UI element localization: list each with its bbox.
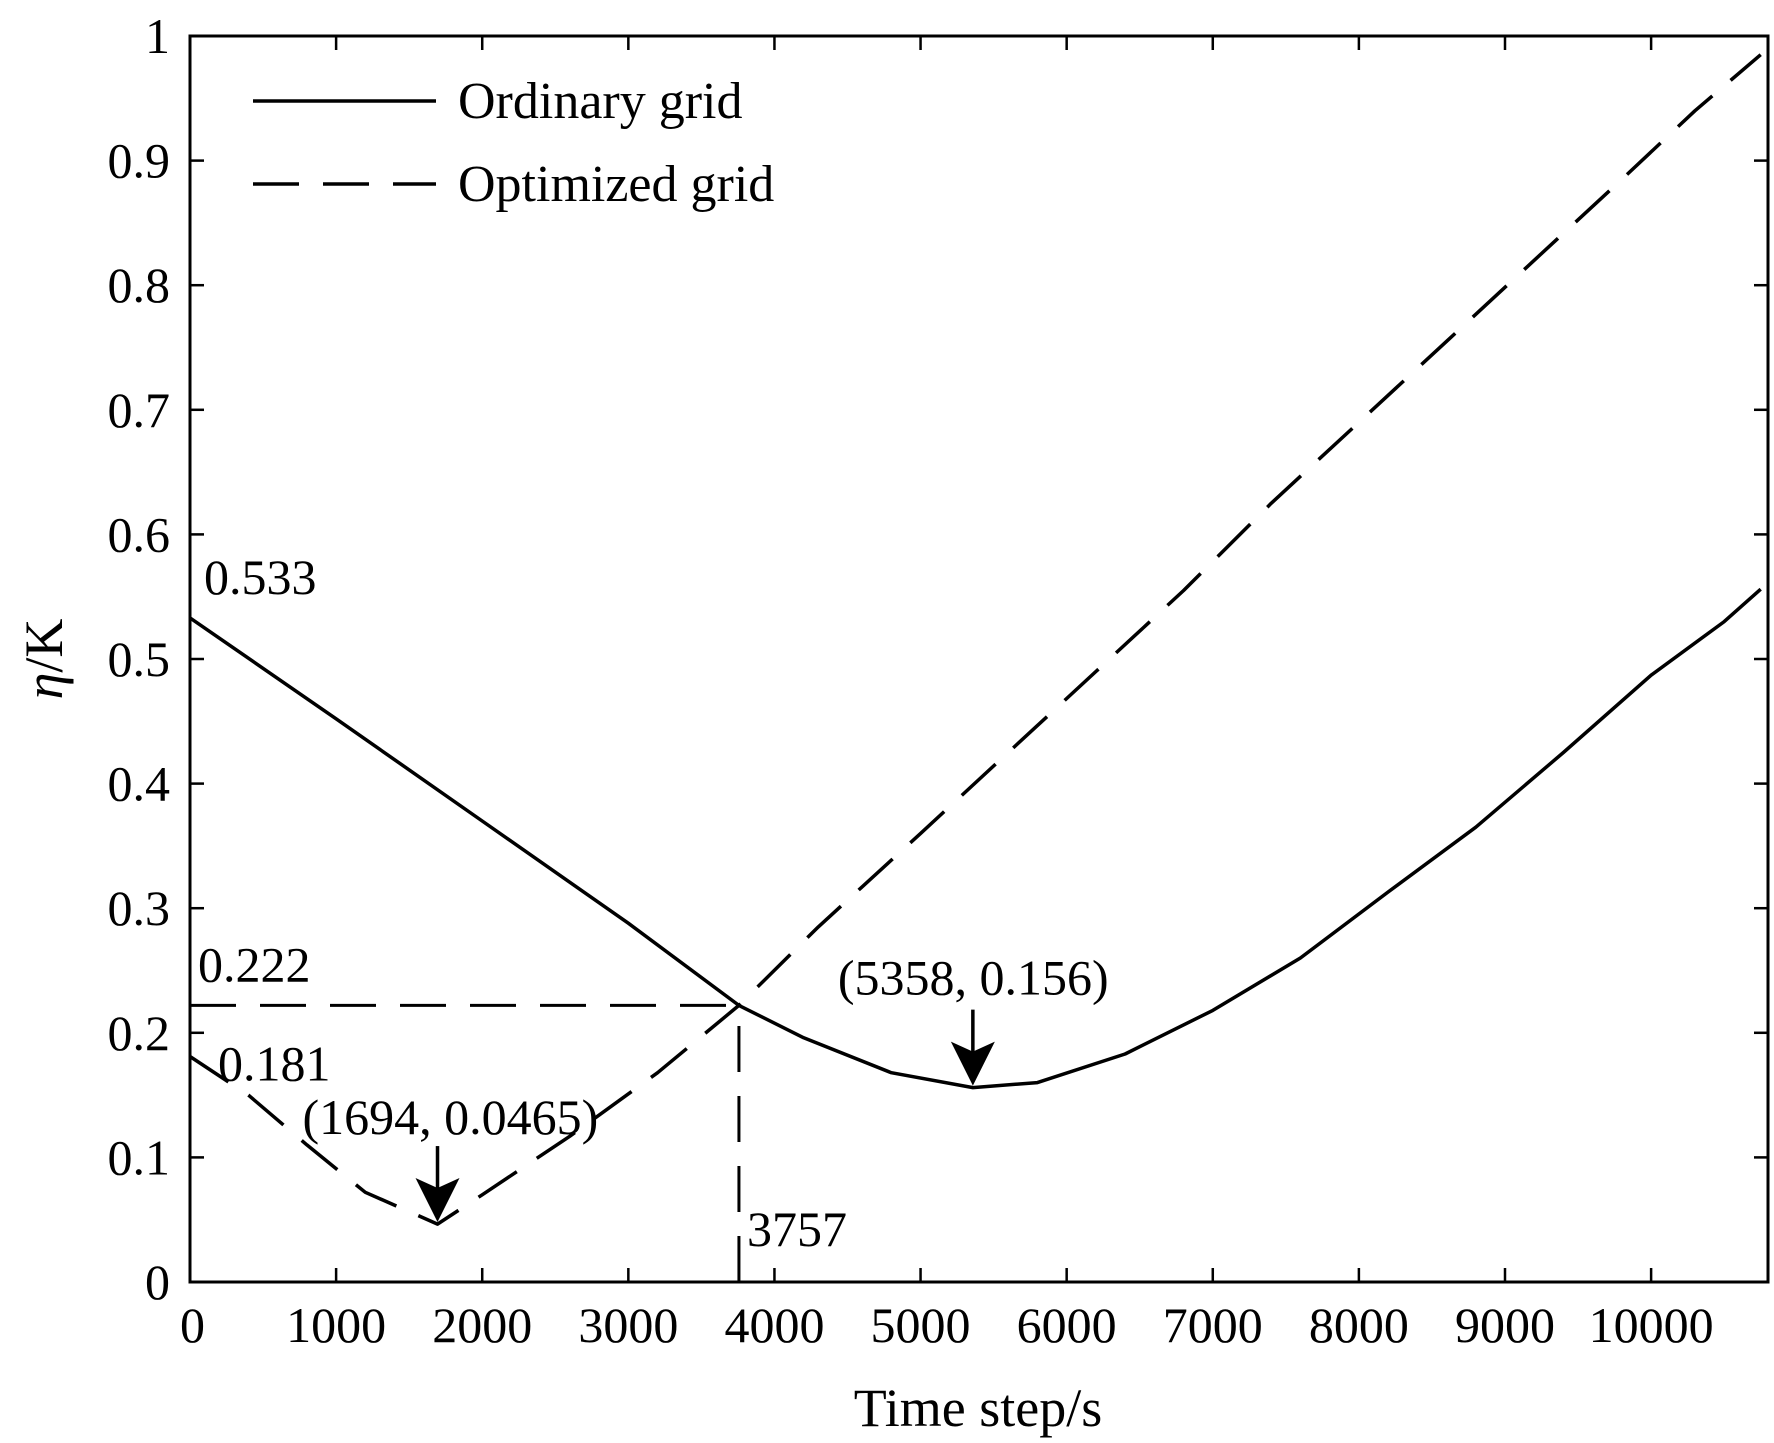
tick-labels: 0 1000 2000 3000 4000 5000 6000 7000 8000 9000 100… — [108, 8, 1714, 1353]
x-tick-label: 0 — [180, 1297, 205, 1353]
annotation-label: 0.533 — [204, 549, 317, 605]
y-tick-label: 0.4 — [108, 756, 171, 812]
y-tick-label: 0.9 — [108, 133, 171, 189]
x-tick-label: 6000 — [1017, 1297, 1117, 1353]
x-axis-label: Time step/s — [854, 1378, 1103, 1438]
x-tick-label: 2000 — [432, 1297, 532, 1353]
y-tick-label: 0 — [145, 1254, 170, 1310]
y-tick-label: 0.2 — [108, 1005, 171, 1061]
x-tick-label: 4000 — [724, 1297, 824, 1353]
y-tick-label: 0.1 — [108, 1129, 171, 1185]
y-axis-label-unit: /K — [14, 619, 74, 673]
x-tick-label: 1000 — [286, 1297, 386, 1353]
annotation-label: 0.181 — [218, 1035, 331, 1091]
x-tick-label: 7000 — [1163, 1297, 1263, 1353]
annotation-label: (5358, 0.156) — [838, 950, 1109, 1006]
series-line-ordinary-grid — [190, 587, 1762, 1090]
annotations: 0.533 0.222 0.181 3757 (1694, 0.0465) (5358, … — [198, 549, 1109, 1257]
legend: Ordinary grid Optimized grid — [253, 73, 774, 213]
legend-label-optimized-grid: Optimized grid — [458, 156, 774, 213]
annotation-label: 0.222 — [198, 936, 311, 992]
x-tick-label: 5000 — [871, 1297, 971, 1353]
x-tick-label: 8000 — [1309, 1297, 1409, 1353]
y-axis-label-symbol: η — [14, 673, 74, 700]
x-tick-label: 10000 — [1589, 1297, 1714, 1353]
annotation-arrow-head — [415, 1178, 460, 1223]
x-tick-label: 9000 — [1455, 1297, 1555, 1353]
y-tick-label: 0.6 — [108, 506, 171, 562]
y-tick-label: 0.7 — [108, 382, 171, 438]
y-tick-label: 0.5 — [108, 631, 171, 687]
legend-label-ordinary-grid: Ordinary grid — [458, 73, 742, 130]
plot-frame — [188, 34, 1770, 1284]
series-line-optimized-grid — [190, 53, 1762, 1226]
plot-area — [190, 53, 1762, 1282]
annotation-label: 3757 — [747, 1201, 847, 1257]
y-tick-label: 0.3 — [108, 880, 171, 936]
y-axis-label: η/K — [14, 619, 74, 700]
annotation-label: (1694, 0.0465) — [303, 1089, 599, 1145]
annotation-arrow-head — [950, 1041, 995, 1086]
x-tick-label: 3000 — [578, 1297, 678, 1353]
y-tick-label: 0.8 — [108, 257, 171, 313]
y-tick-label: 1 — [145, 8, 170, 64]
